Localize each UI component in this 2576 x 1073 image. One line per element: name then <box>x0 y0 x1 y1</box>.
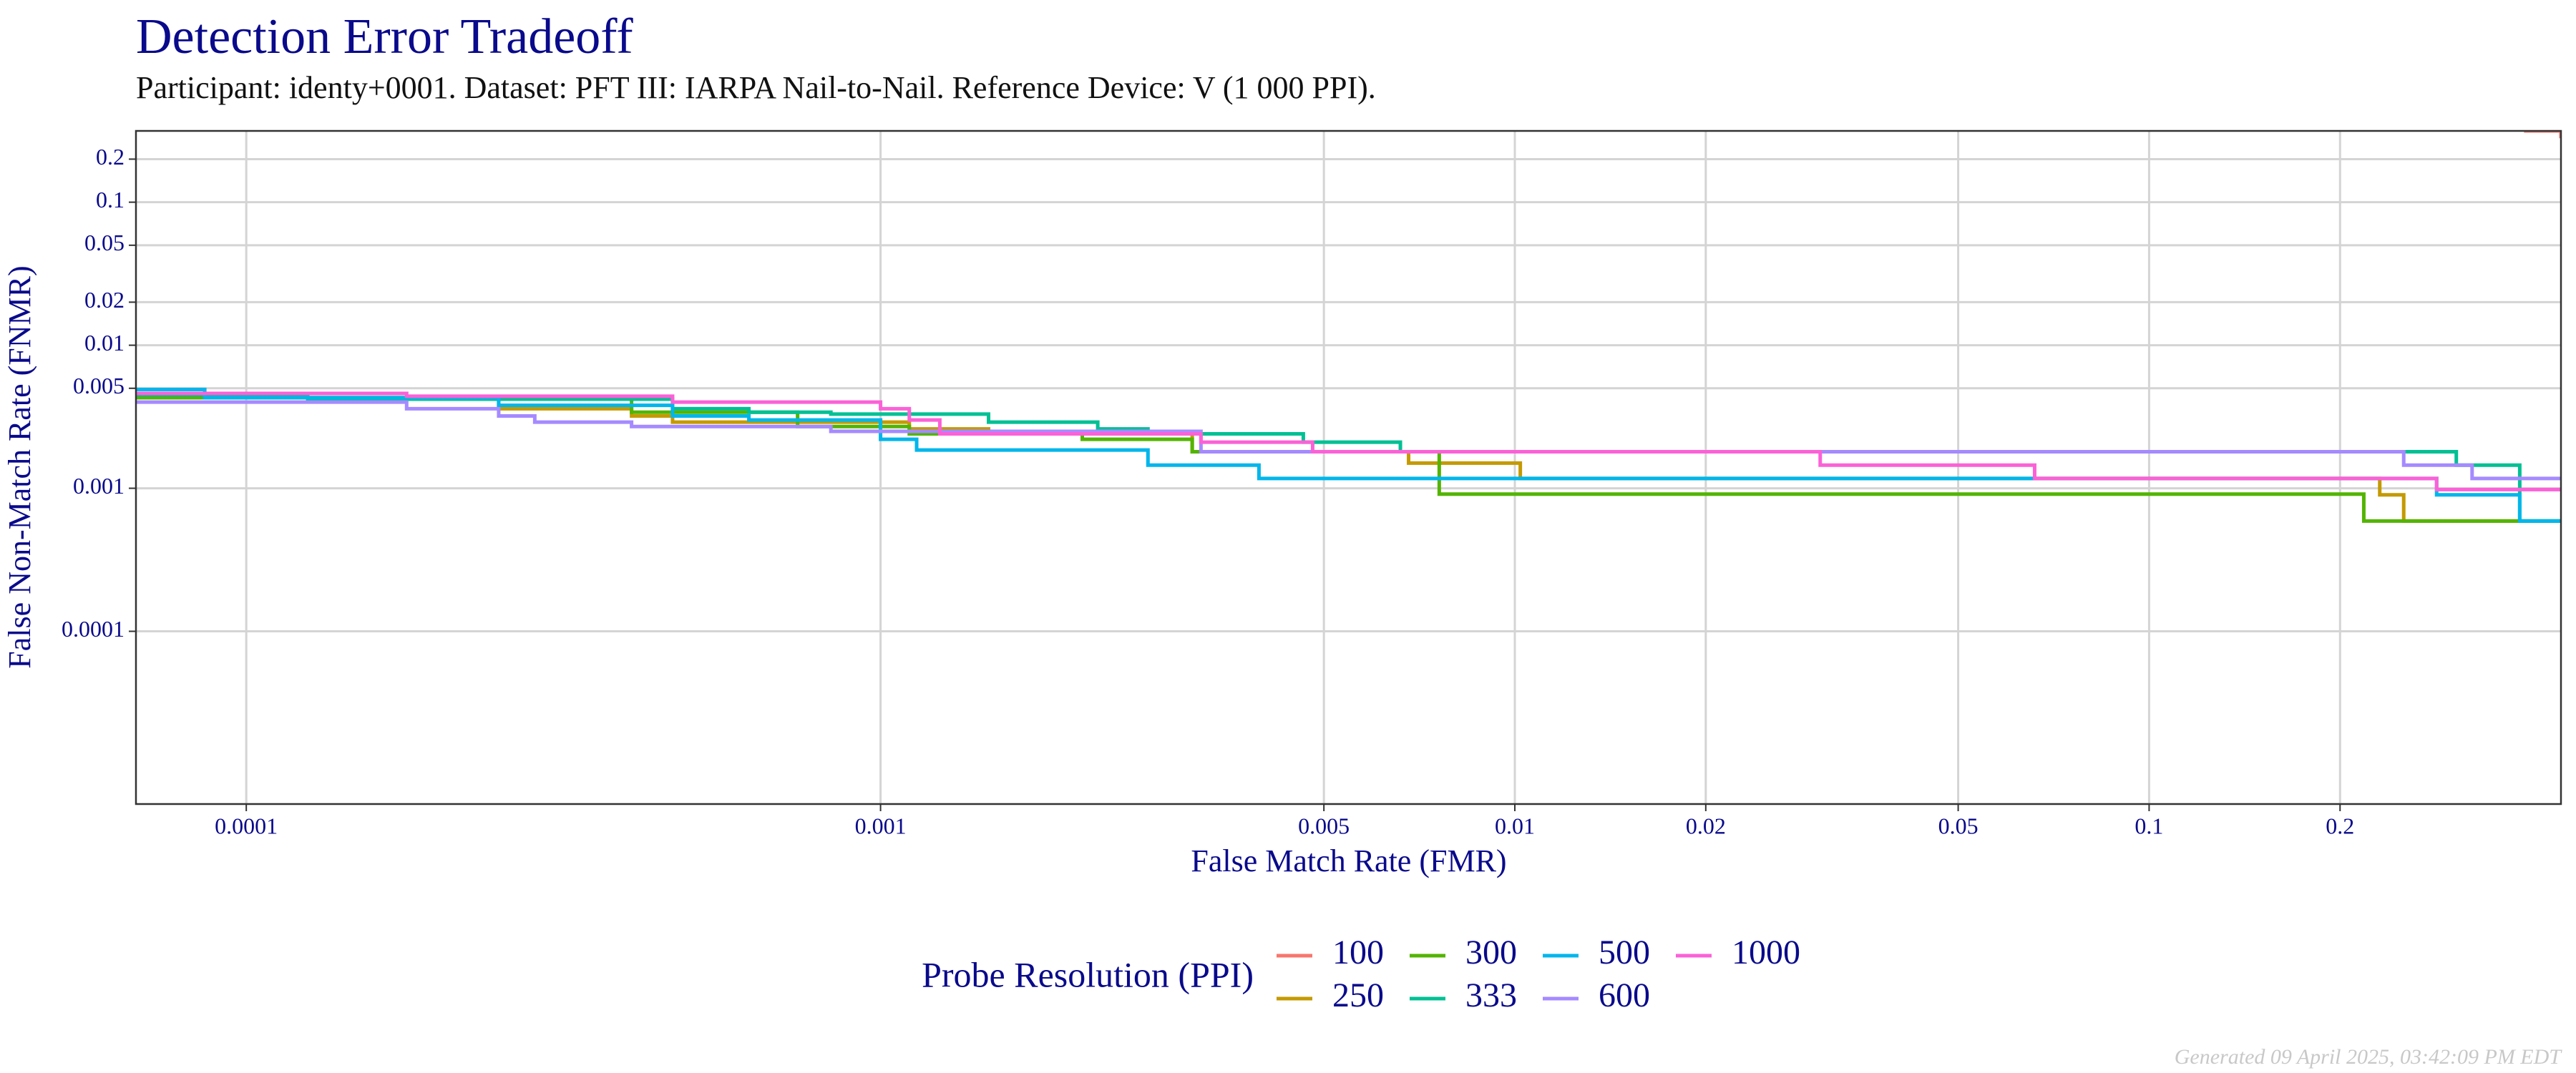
series-line <box>136 396 2561 523</box>
series-line <box>136 400 2561 481</box>
y-tick-label: 0.02 <box>84 287 125 313</box>
y-axis-title: False Non-Match Rate (FNMR) <box>2 265 37 668</box>
y-tick-label: 0.01 <box>84 330 125 356</box>
x-tick-label: 0.01 <box>1495 813 1535 838</box>
y-tick-label: 0.005 <box>73 373 125 398</box>
x-tick-label: 0.0001 <box>215 813 278 838</box>
legend-label: 100 <box>1332 934 1384 971</box>
x-tick-label: 0.1 <box>2135 813 2163 838</box>
x-tick-label: 0.005 <box>1298 813 1350 838</box>
x-axis-title: False Match Rate (FMR) <box>1191 843 1506 878</box>
y-tick-label: 0.1 <box>96 187 125 212</box>
legend-label: 300 <box>1465 934 1517 971</box>
x-tick-label: 0.2 <box>2326 813 2354 838</box>
legend-title: Probe Resolution (PPI) <box>922 954 1254 994</box>
y-tick-label: 0.0001 <box>62 616 125 642</box>
chart-title: Detection Error Tradeoff <box>136 9 633 64</box>
y-tick-label: 0.2 <box>96 144 125 170</box>
y-tick-label: 0.05 <box>84 230 125 255</box>
legend-label: 600 <box>1599 976 1650 1014</box>
x-tick-label: 0.05 <box>1938 813 1979 838</box>
series-line <box>136 391 2561 491</box>
y-tick-label: 0.001 <box>73 473 125 499</box>
legend-label: 250 <box>1332 976 1384 1014</box>
chart-subtitle: Participant: identy+0001. Dataset: PFT I… <box>136 70 1376 105</box>
x-tick-label: 0.001 <box>855 813 907 838</box>
legend-label: 1000 <box>1732 934 1800 971</box>
x-tick-label: 0.02 <box>1686 813 1726 838</box>
footer: Generated 09 April 2025, 03:42:09 PM EDT <box>2175 1045 2563 1069</box>
legend-label: 500 <box>1599 934 1650 971</box>
legend-label: 333 <box>1465 976 1517 1014</box>
plot-border <box>135 129 2562 805</box>
